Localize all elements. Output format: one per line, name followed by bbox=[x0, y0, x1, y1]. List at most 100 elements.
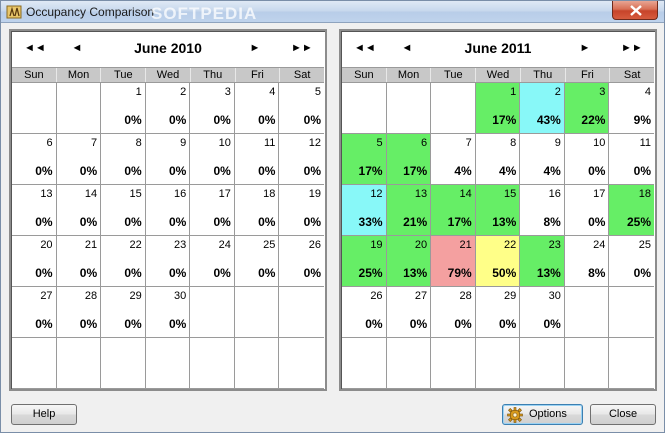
day-cell[interactable]: 6 0% bbox=[12, 134, 57, 185]
day-number: 6 bbox=[46, 137, 53, 149]
help-button[interactable]: Help bbox=[11, 404, 77, 425]
occupancy-percent: 0% bbox=[124, 317, 142, 331]
day-cell[interactable]: 26 0% bbox=[279, 236, 324, 287]
day-cell[interactable]: 14 0% bbox=[56, 185, 102, 236]
day-cell[interactable]: 29 0% bbox=[101, 287, 146, 338]
day-cell[interactable]: 23 0% bbox=[145, 236, 191, 287]
options-button[interactable]: Options bbox=[502, 404, 583, 425]
window-close-button[interactable] bbox=[612, 1, 658, 20]
day-cell[interactable]: 13 21% bbox=[386, 185, 432, 236]
day-cell[interactable]: 30 0% bbox=[520, 287, 565, 338]
next-year-button[interactable]: ►► bbox=[621, 42, 643, 54]
empty-cell bbox=[564, 287, 610, 338]
close-button[interactable]: Close bbox=[590, 404, 656, 425]
day-cell[interactable]: 23 13% bbox=[520, 236, 565, 287]
day-cell[interactable]: 7 0% bbox=[56, 134, 102, 185]
day-cell[interactable]: 24 8% bbox=[564, 236, 610, 287]
day-cell[interactable]: 18 25% bbox=[609, 185, 654, 236]
prev-month-button[interactable]: ◄ bbox=[71, 42, 83, 54]
day-cell[interactable]: 17 0% bbox=[190, 185, 235, 236]
day-cell[interactable]: 21 0% bbox=[56, 236, 102, 287]
options-label: Options bbox=[529, 408, 567, 420]
day-cell[interactable]: 28 0% bbox=[56, 287, 102, 338]
title-bar[interactable]: Occupancy Comparison SOFTPEDIA bbox=[1, 1, 664, 23]
day-cell[interactable]: 8 0% bbox=[101, 134, 146, 185]
day-cell[interactable]: 7 4% bbox=[431, 134, 476, 185]
day-cell[interactable]: 17 0% bbox=[564, 185, 610, 236]
day-cell[interactable]: 10 0% bbox=[564, 134, 610, 185]
day-cell[interactable]: 11 0% bbox=[234, 134, 280, 185]
day-cell[interactable]: 30 0% bbox=[145, 287, 191, 338]
day-cell[interactable]: 25 0% bbox=[609, 236, 654, 287]
day-cell[interactable]: 9 0% bbox=[145, 134, 191, 185]
day-grid: 1 17% 2 43% 3 22% 4 9% 5 17% 6 17% 7 4% 8 4% 9 4% 10 0% 11 0%… bbox=[342, 83, 654, 389]
day-cell[interactable]: 27 0% bbox=[12, 287, 57, 338]
day-cell[interactable]: 1 17% bbox=[475, 83, 521, 134]
day-cell[interactable]: 4 9% bbox=[609, 83, 654, 134]
weekday-label: Mon bbox=[57, 68, 102, 82]
window-title: Occupancy Comparison bbox=[26, 5, 155, 19]
empty-cell bbox=[101, 338, 146, 389]
day-cell[interactable]: 3 0% bbox=[190, 83, 235, 134]
empty-cell bbox=[431, 83, 476, 134]
occupancy-percent: 0% bbox=[79, 215, 98, 229]
occupancy-percent: 0% bbox=[303, 215, 321, 229]
empty-cell bbox=[386, 83, 432, 134]
day-cell[interactable]: 5 0% bbox=[279, 83, 324, 134]
day-number: 29 bbox=[129, 290, 142, 302]
day-cell[interactable]: 12 33% bbox=[342, 185, 387, 236]
day-cell[interactable]: 26 0% bbox=[342, 287, 387, 338]
day-cell[interactable]: 14 17% bbox=[431, 185, 476, 236]
calendar-header: ◄◄ ◄ June 2010 ► ►► bbox=[11, 31, 325, 67]
day-cell[interactable]: 1 0% bbox=[101, 83, 146, 134]
day-cell[interactable]: 28 0% bbox=[431, 287, 476, 338]
occupancy-percent: 0% bbox=[454, 317, 472, 331]
day-cell[interactable]: 20 0% bbox=[12, 236, 57, 287]
day-cell[interactable]: 9 4% bbox=[520, 134, 565, 185]
day-cell[interactable]: 10 0% bbox=[190, 134, 235, 185]
occupancy-percent: 4% bbox=[498, 164, 517, 178]
day-number: 24 bbox=[593, 239, 606, 251]
day-cell[interactable]: 19 25% bbox=[342, 236, 387, 287]
day-cell[interactable]: 11 0% bbox=[609, 134, 654, 185]
day-cell[interactable]: 21 79% bbox=[431, 236, 476, 287]
day-number: 19 bbox=[370, 239, 383, 251]
day-cell[interactable]: 8 4% bbox=[475, 134, 521, 185]
empty-cell bbox=[342, 338, 387, 389]
day-cell[interactable]: 24 0% bbox=[190, 236, 235, 287]
next-month-button[interactable]: ► bbox=[579, 42, 591, 54]
day-cell[interactable]: 16 8% bbox=[520, 185, 565, 236]
empty-cell bbox=[564, 338, 610, 389]
day-cell[interactable]: 25 0% bbox=[234, 236, 280, 287]
day-cell[interactable]: 16 0% bbox=[145, 185, 191, 236]
day-cell[interactable]: 4 0% bbox=[234, 83, 280, 134]
watermark-text: SOFTPEDIA bbox=[151, 4, 258, 23]
occupancy-percent: 0% bbox=[35, 215, 53, 229]
day-cell[interactable]: 19 0% bbox=[279, 185, 324, 236]
day-cell[interactable]: 2 0% bbox=[145, 83, 191, 134]
day-cell[interactable]: 27 0% bbox=[386, 287, 432, 338]
day-cell[interactable]: 18 0% bbox=[234, 185, 280, 236]
day-cell[interactable]: 15 0% bbox=[101, 185, 146, 236]
day-cell[interactable]: 12 0% bbox=[279, 134, 324, 185]
day-cell[interactable]: 29 0% bbox=[475, 287, 521, 338]
gear-icon bbox=[507, 407, 523, 423]
day-cell[interactable]: 22 0% bbox=[101, 236, 146, 287]
prev-month-button[interactable]: ◄ bbox=[401, 42, 413, 54]
prev-year-button[interactable]: ◄◄ bbox=[354, 42, 376, 54]
day-cell[interactable]: 6 17% bbox=[386, 134, 432, 185]
next-year-button[interactable]: ►► bbox=[291, 42, 313, 54]
next-month-button[interactable]: ► bbox=[249, 42, 261, 54]
occupancy-percent: 0% bbox=[213, 164, 231, 178]
day-cell[interactable]: 13 0% bbox=[12, 185, 57, 236]
prev-year-button[interactable]: ◄◄ bbox=[24, 42, 46, 54]
day-number: 7 bbox=[465, 137, 472, 149]
occupancy-percent: 13% bbox=[536, 266, 561, 280]
day-cell[interactable]: 2 43% bbox=[520, 83, 565, 134]
day-cell[interactable]: 15 13% bbox=[475, 185, 521, 236]
close-icon bbox=[630, 5, 642, 16]
day-cell[interactable]: 22 50% bbox=[475, 236, 521, 287]
day-cell[interactable]: 3 22% bbox=[564, 83, 610, 134]
day-cell[interactable]: 20 13% bbox=[386, 236, 432, 287]
day-cell[interactable]: 5 17% bbox=[342, 134, 387, 185]
